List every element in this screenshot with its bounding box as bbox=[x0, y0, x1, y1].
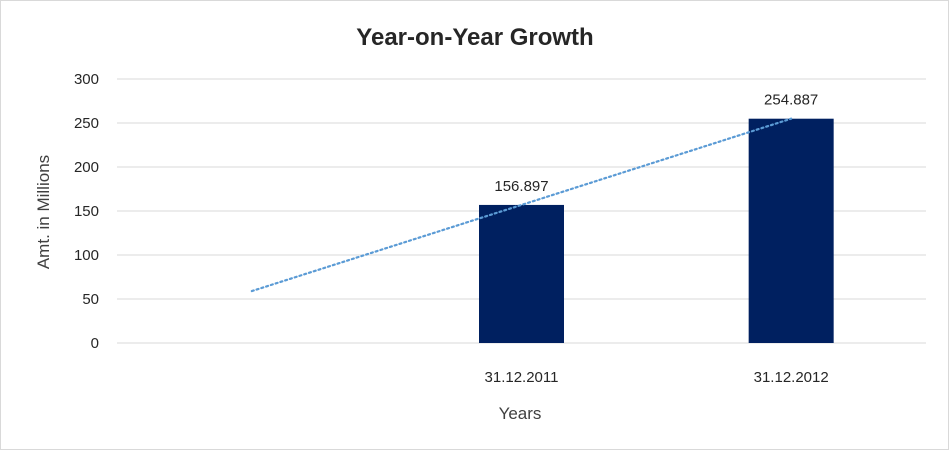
x-axis-ticks: 31.12.2011 31.12.2012 bbox=[485, 369, 829, 386]
y-tick-label: 300 bbox=[74, 71, 99, 88]
bar bbox=[479, 204, 564, 343]
x-tick-label: 31.12.2012 bbox=[754, 369, 829, 386]
bar-data-label: 254.887 bbox=[764, 92, 818, 109]
y-axis-ticks: 0 50 100 150 200 250 300 bbox=[74, 71, 99, 352]
y-tick-label: 100 bbox=[74, 247, 99, 264]
y-tick-label: 0 bbox=[91, 335, 99, 352]
y-tick-label: 250 bbox=[74, 115, 99, 132]
chart-title: Year-on-Year Growth bbox=[356, 24, 593, 51]
trendline bbox=[250, 117, 793, 293]
y-tick-label: 150 bbox=[74, 203, 99, 220]
bars bbox=[479, 118, 834, 344]
x-axis-title: Years bbox=[499, 404, 542, 423]
bar-data-label: 156.897 bbox=[494, 178, 548, 195]
bar bbox=[748, 118, 834, 344]
data-labels: 156.897 254.887 bbox=[494, 92, 818, 195]
x-tick-label: 31.12.2011 bbox=[485, 369, 559, 386]
y-axis-title: Amt. in Millions bbox=[34, 155, 53, 269]
trendline-layer bbox=[250, 117, 793, 293]
y-tick-label: 50 bbox=[82, 291, 99, 308]
y-tick-label: 200 bbox=[74, 159, 99, 176]
